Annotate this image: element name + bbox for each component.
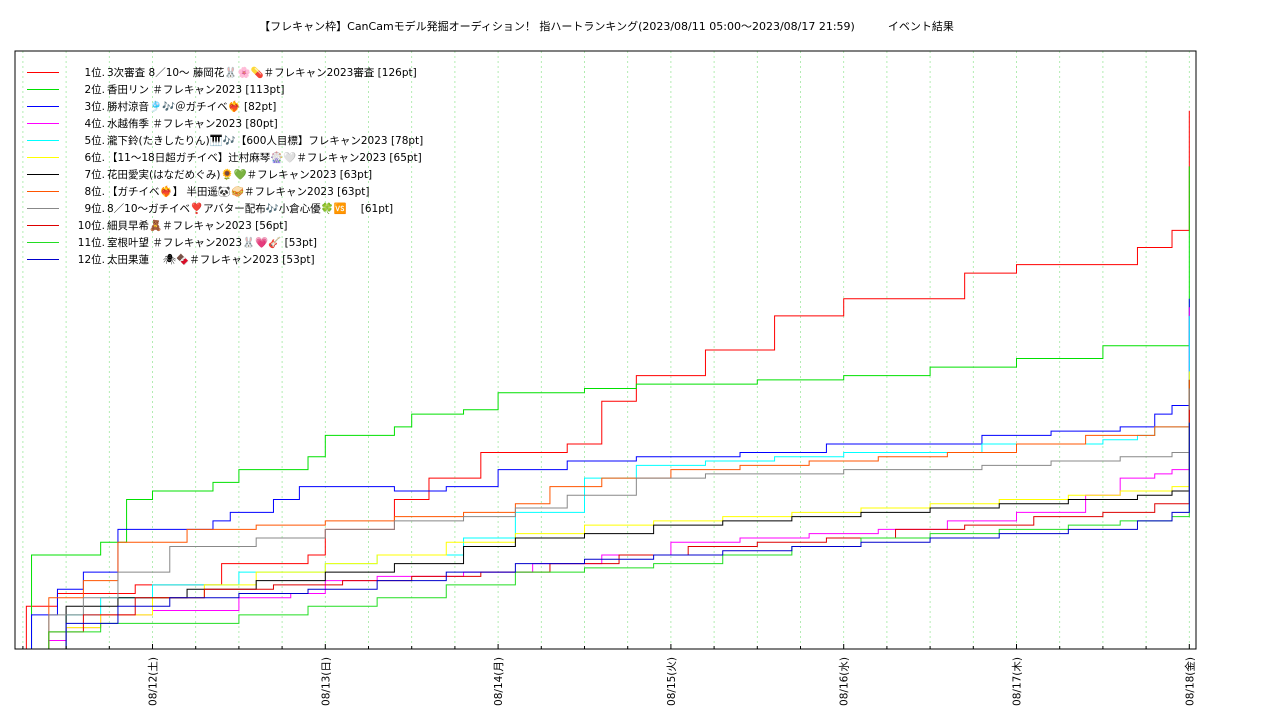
- x-tick-label: 08/13(日): [320, 657, 332, 706]
- series-line-3: [15, 298, 1190, 650]
- legend-rank: 12位.: [77, 254, 105, 266]
- legend-name: 香田リン ＃フレキャン2023 [113pt]: [107, 84, 285, 96]
- legend-name: 水越侑季 ＃フレキャン2023 [80pt]: [107, 118, 278, 130]
- legend-rank: 10位.: [77, 220, 105, 232]
- legend-rank: 1位.: [84, 67, 105, 79]
- legend-name: 勝村涼音🎐🎶＠ガチイベ❤️‍🔥 [82pt]: [107, 101, 277, 113]
- legend-entry: 7位. 花田愛実(はなだめぐみ)🌻💚＃フレキャン2023 [63pt]: [18, 166, 423, 183]
- legend-entry: 4位. 水越侑季 ＃フレキャン2023 [80pt]: [18, 115, 423, 132]
- legend-rank: 2位.: [84, 84, 105, 96]
- x-tick-label: 08/15(火): [666, 657, 678, 706]
- series-line-12: [15, 422, 1190, 650]
- legend-name: 瀧下鈴(たきしたりん)🎹🎶【600人目標】フレキャン2023 [78pt]: [107, 135, 424, 147]
- legend-swatch: [27, 242, 59, 243]
- plot-frame: [14, 50, 1197, 650]
- legend-swatch: [27, 106, 59, 107]
- legend-swatch: [27, 208, 59, 209]
- series-line-11: [15, 422, 1190, 650]
- legend-swatch: [27, 123, 59, 124]
- x-tick-label: 08/14(月): [493, 657, 505, 706]
- legend-name: 室根叶望 ＃フレキャン2023🐰💗🎸 [53pt]: [107, 237, 317, 249]
- legend-entry: 3位. 勝村涼音🎐🎶＠ガチイベ❤️‍🔥 [82pt]: [18, 98, 423, 115]
- x-tick-label: 08/12(土): [147, 657, 160, 706]
- legend-name: 【ガチイベ❤️‍🔥】 半田遥🐼🥪＃フレキャン2023 [63pt]: [107, 186, 370, 198]
- legend-name: 8／10〜ガチイベ❣️アバター配布🎶小倉心優🍀🆚 [61pt]: [107, 203, 394, 215]
- legend-swatch: [27, 72, 59, 73]
- legend-rank: 6位.: [84, 152, 105, 164]
- chart-title: 【フレキャン枠】CanCamモデル発掘オーディション！ 指ハートランキング(20…: [259, 20, 954, 33]
- x-tick-label: 08/17(木): [1012, 657, 1024, 706]
- legend-name: 花田愛実(はなだめぐみ)🌻💚＃フレキャン2023 [63pt]: [107, 169, 373, 181]
- legend-swatch: [27, 157, 59, 158]
- legend-swatch: [27, 225, 59, 226]
- legend-rank: 11位.: [77, 237, 105, 249]
- legend-rank: 4位.: [84, 118, 105, 130]
- legend-entry: 9位. 8／10〜ガチイベ❣️アバター配布🎶小倉心優🍀🆚 [61pt]: [18, 200, 423, 217]
- legend-swatch: [27, 191, 59, 192]
- legend-entry: 8位. 【ガチイベ❤️‍🔥】 半田遥🐼🥪＃フレキャン2023 [63pt]: [18, 183, 423, 200]
- legend-name: 細貝早希🧸＃フレキャン2023 [56pt]: [107, 220, 288, 232]
- legend-entry: 1位. 3次審査 8／10〜 藤岡花🐰🌸💊＃フレキャン2023審査 [126pt]: [18, 64, 423, 81]
- legend-entry: 11位. 室根叶望 ＃フレキャン2023🐰💗🎸 [53pt]: [18, 234, 423, 251]
- legend-entry: 12位. 太田果蓮 🕷🍫＃フレキャン2023 [53pt]: [18, 251, 423, 268]
- legend-rank: 7位.: [84, 169, 105, 181]
- legend-entry: 2位. 香田リン ＃フレキャン2023 [113pt]: [18, 81, 423, 98]
- legend-name: 太田果蓮 🕷🍫＃フレキャン2023 [53pt]: [107, 254, 315, 266]
- legend-entry: 10位. 細貝早希🧸＃フレキャン2023 [56pt]: [18, 217, 423, 234]
- legend-entry: 6位. 【11〜18日超ガチイベ】辻村麻琴🎡🤍＃フレキャン2023 [65pt]: [18, 149, 423, 166]
- legend-name: 【11〜18日超ガチイベ】辻村麻琴🎡🤍＃フレキャン2023 [65pt]: [107, 152, 422, 164]
- legend-rank: 8位.: [84, 186, 105, 198]
- series-line-5: [15, 315, 1190, 650]
- series-line-9: [15, 388, 1190, 650]
- series-lines: [15, 110, 1190, 650]
- x-tick-label: 08/18(金): [1183, 657, 1196, 706]
- x-tick-label: 08/16(水): [839, 657, 851, 706]
- legend-name: 3次審査 8／10〜 藤岡花🐰🌸💊＃フレキャン2023審査 [126pt]: [107, 67, 417, 79]
- legend-entry: 5位. 瀧下鈴(たきしたりん)🎹🎶【600人目標】フレキャン2023 [78pt]: [18, 132, 423, 149]
- legend-swatch: [27, 259, 59, 260]
- legend-swatch: [27, 89, 59, 90]
- x-axis-ticks: 08/12(土) 08/13(日) 08/14(月) 08/15(火) 08/16(水)…: [22, 644, 1196, 706]
- legend-swatch: [27, 174, 59, 175]
- legend-rank: 5位.: [84, 135, 105, 147]
- series-line-8: [15, 379, 1190, 650]
- legend-swatch: [27, 140, 59, 141]
- series-line-2: [15, 166, 1190, 650]
- legend-rank: 9位.: [84, 203, 105, 215]
- legend-rank: 3位.: [84, 101, 105, 113]
- legend: 1位. 3次審査 8／10〜 藤岡花🐰🌸💊＃フレキャン2023審査 [126pt]…: [18, 64, 423, 268]
